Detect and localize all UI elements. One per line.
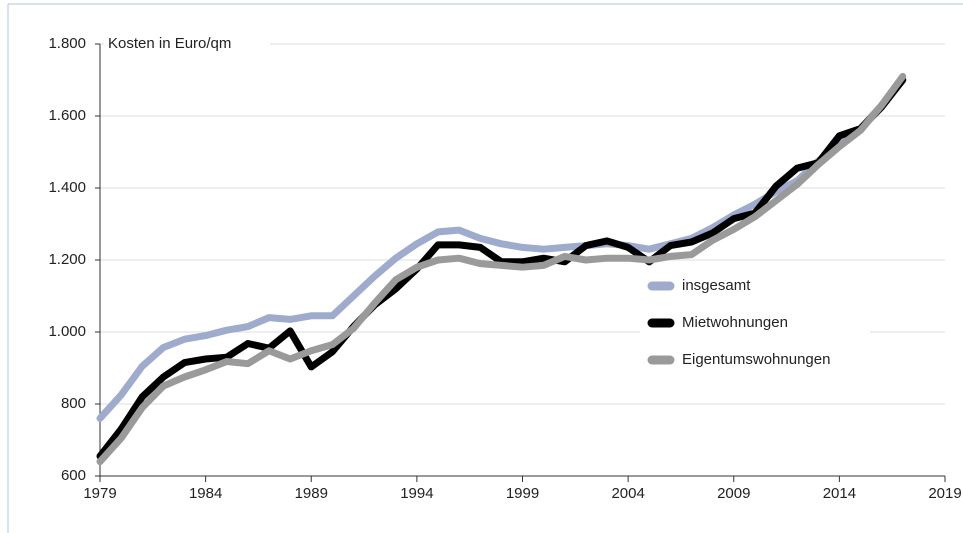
y-tick-label: 1.000 (48, 323, 86, 340)
x-tick-label: 1984 (189, 485, 222, 502)
y-tick-label: 1.800 (48, 35, 86, 52)
line-series (96, 72, 907, 466)
legend-label: insgesamt (682, 277, 751, 294)
x-tick-label: 2009 (717, 485, 750, 502)
x-tick-label: 2019 (928, 485, 961, 502)
y-axis-label: Kosten in Euro/qm (108, 35, 231, 52)
y-tick-label: 600 (61, 467, 86, 484)
y-tick-label: 1.200 (48, 251, 86, 268)
x-tick-label: 2014 (823, 485, 856, 502)
y-label-bg (104, 34, 270, 54)
x-tick-label: 1989 (295, 485, 328, 502)
x-tick-label: 1999 (506, 485, 539, 502)
x-tick-label: 1994 (400, 485, 433, 502)
legend-box (640, 268, 870, 383)
x-tick-label: 2004 (611, 485, 644, 502)
x-tick-label: 1979 (83, 485, 116, 502)
y-tick-label: 800 (61, 395, 86, 412)
legend-label: Mietwohnungen (682, 314, 788, 331)
y-tick-label: 1.400 (48, 179, 86, 196)
line-series (96, 76, 907, 460)
y-tick-label: 1.600 (48, 107, 86, 124)
legend-label: Eigentumswohnungen (682, 351, 830, 368)
